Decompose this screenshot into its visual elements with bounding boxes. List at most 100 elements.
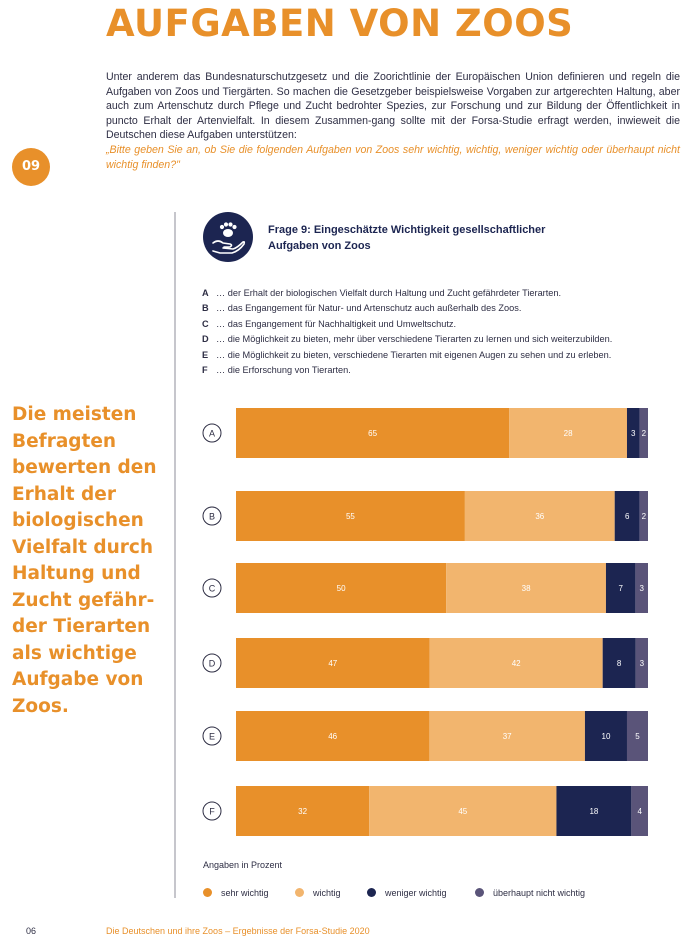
legend-swatch [203,888,212,898]
item-letter: A [202,288,209,298]
bar-segment [614,491,640,541]
intro-paragraph: Unter anderem das Bundesnaturschutzgeset… [106,71,680,142]
bar-segment [631,786,648,836]
list-item: A … der Erhalt der biologischen Vielfalt … [202,286,672,301]
section-number-badge: 09 [12,148,50,186]
category-label: F [209,807,215,817]
bar-segment [236,408,510,458]
bar-segment [429,711,585,761]
side-quote: Die meisten Befragten bewerten den Erhal… [12,404,157,717]
category-marker [202,506,222,526]
item-text: … die Erforschung von Tierarten. [216,364,351,375]
bar-segment [626,408,640,458]
legend-item-ueberhaupt-nicht-wichtig: überhaupt nicht wichtig [475,883,585,903]
list-item: D … die Möglichkeit zu bieten, mehr über … [202,332,672,347]
item-letter: B [202,303,209,314]
bar-segment [605,563,636,613]
legend-item-wichtig: wichtig [295,883,341,903]
data-label: 10 [602,732,611,741]
data-label: 55 [346,512,355,521]
page-number: 06 [26,926,37,936]
list-item: E … die Möglichkeit zu bieten, verschiede… [202,348,672,363]
chart-note: Angaben in Prozent [203,860,283,870]
footer-text: Die Deutschen und ihre Zoos – Ergebnisse… [106,926,370,936]
data-label: 65 [368,429,377,438]
intro-text: Unter anderem das Bundesnaturschutzgeset… [106,70,680,172]
data-label: 50 [337,584,346,593]
item-list: A … der Erhalt der biologischen Vielfalt … [202,286,672,378]
data-label: 18 [589,807,598,816]
bar-segment [509,408,627,458]
data-label: 46 [328,732,337,741]
data-label: 38 [522,584,531,593]
data-label: 2 [642,512,647,521]
legend-label: überhaupt nicht wichtig [493,888,586,898]
legend-swatch [475,888,484,898]
bar-segment [236,638,430,688]
item-letter: E [202,349,209,360]
legend-label: sehr wichtig [221,888,269,898]
data-label: 32 [298,807,307,816]
stacked-bar-chart: A 65 28 3 2B 55 36 6 2C 50 38 7 3D 47 42 8 3E 46 37 10 5F 32 4… [202,408,648,836]
bar-segment [429,638,603,688]
item-letter: F [202,364,208,375]
data-label: 36 [535,512,544,521]
chart-title: Frage 9: Eingeschätzte Wichtigkeit gesel… [268,224,546,252]
category-marker [202,653,222,673]
category-marker [202,423,222,443]
paw-hand-icon [203,212,253,262]
data-label: 7 [618,584,623,593]
item-letter: C [202,318,209,329]
category-label: B [209,512,215,522]
category-label: E [209,732,215,742]
survey-question: „Bitte geben Sie an, ob Sie die folgende… [106,143,680,171]
list-item: C … das Engangement für Nachhaltigkeit un… [202,317,672,332]
list-item: B … das Engangement für Natur- und Artens… [202,301,672,316]
category-label: C [209,584,216,594]
bar-segment [236,711,430,761]
bar-segment [236,563,447,613]
data-label: 3 [631,429,636,438]
data-label: 2 [642,429,647,438]
bar-segment [635,638,648,688]
item-text: … das Engangement für Nachhaltigkeit und… [216,318,457,329]
bar-segment [556,786,632,836]
category-label: D [209,659,216,669]
item-text: … die Möglichkeit zu bieten, mehr über v… [216,334,613,345]
item-text: … die Möglichkeit zu bieten, verschieden… [216,349,612,360]
bar-segment [639,491,648,541]
bar-segment [584,711,627,761]
data-label: 3 [640,659,645,668]
data-label: 5 [635,732,640,741]
bar-segment [236,491,465,541]
page-title: AUFGABEN VON ZOOS [106,2,574,45]
data-label: 28 [564,429,573,438]
bar-segment [602,638,636,688]
bar-segment [446,563,606,613]
legend-label: wichtig [313,888,341,898]
legend-swatch [295,888,304,898]
item-text: … das Engangement für Natur- und Artensc… [216,303,522,314]
data-label: 47 [328,659,337,668]
item-letter: D [202,334,209,345]
data-label: 4 [637,807,642,816]
data-label: 6 [625,512,630,521]
data-label: 42 [512,659,521,668]
divider-line [174,212,176,898]
bar-segment [639,408,648,458]
legend-swatch [367,888,376,898]
bar-segment [236,786,370,836]
category-marker [202,801,222,821]
bar-segment [369,786,557,836]
data-label: 45 [458,807,467,816]
bar-segment [464,491,615,541]
data-label: 37 [503,732,512,741]
bar-segment [626,711,648,761]
category-marker [202,578,222,598]
list-item: F … die Erforschung von Tierarten. [202,363,672,378]
category-label: A [209,429,215,439]
data-label: 3 [639,584,644,593]
legend-item-weniger-wichtig: weniger wichtig [367,883,447,903]
category-marker [202,726,222,746]
legend-item-sehr-wichtig: sehr wichtig [203,883,269,903]
